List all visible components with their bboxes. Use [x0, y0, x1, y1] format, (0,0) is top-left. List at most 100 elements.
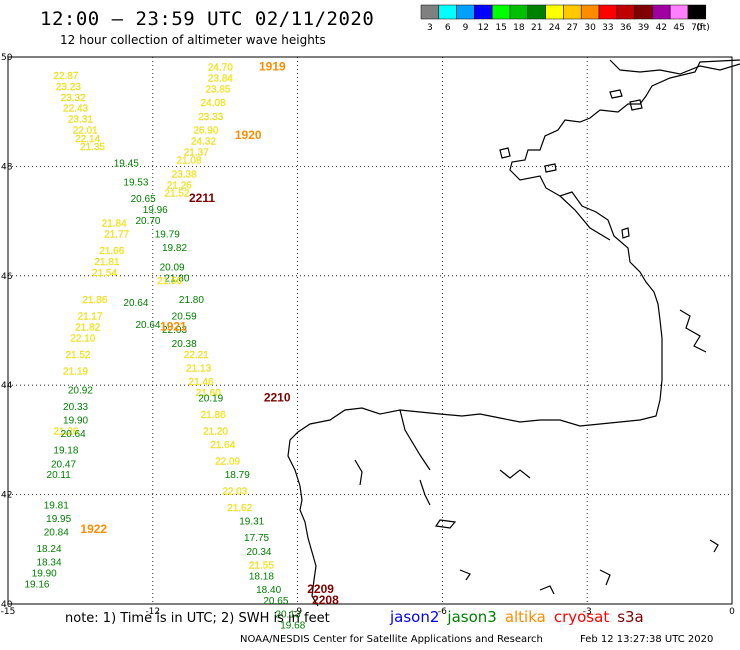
- wave-height-value: 21.84: [102, 219, 127, 230]
- river-9: [539, 585, 555, 595]
- wave-height-value: 22.10: [70, 333, 95, 344]
- wave-height-value: 23.38: [172, 169, 197, 180]
- lon-tick-label: -6: [438, 607, 447, 617]
- wave-height-value: 19.82: [162, 243, 187, 254]
- lat-tick-label: 44: [1, 381, 13, 391]
- wave-height-value: 21.60: [196, 388, 221, 399]
- wave-height-value: 20.38: [172, 339, 197, 350]
- wave-height-value: 21.86: [82, 295, 107, 306]
- wave-height-value: 17.75: [244, 533, 269, 544]
- wave-height-value: 21.50: [157, 276, 182, 287]
- wave-height-value: 21.80: [179, 295, 204, 306]
- legend-label: 42: [656, 23, 667, 33]
- wave-height-value: 20.33: [63, 402, 88, 413]
- legend-unit: (ft): [696, 23, 710, 33]
- wave-height-value: 23.23: [56, 82, 81, 93]
- pass-label: 1921: [160, 320, 187, 334]
- river-8: [599, 569, 611, 586]
- pass-label: 2209: [307, 582, 334, 596]
- wave-height-value: 19.79: [155, 230, 180, 241]
- coastline-uk: [609, 59, 740, 75]
- wave-height-value: 23.33: [198, 112, 223, 123]
- lat-tick-label: 46: [1, 272, 13, 282]
- note-text: note: 1) Time is in UTC; 2) SWH is in fe…: [65, 611, 330, 626]
- wave-height-value: 21.64: [210, 440, 235, 451]
- legend-label: 30: [584, 23, 596, 33]
- wave-height-value: 26.90: [193, 126, 218, 137]
- river-1: [559, 195, 611, 241]
- coastline-france-spain: [287, 59, 740, 607]
- river-4: [419, 479, 431, 506]
- pass-label: 1922: [80, 522, 107, 536]
- legend-label: 24: [549, 23, 561, 33]
- lon-tick-label: -3: [583, 607, 592, 617]
- coastline: [287, 59, 740, 607]
- satellite-name: cryosat: [553, 608, 610, 626]
- wave-height-value: 19.18: [53, 446, 78, 457]
- legend-label: 33: [602, 23, 613, 33]
- island-2: [609, 89, 623, 99]
- legend-label: 18: [513, 23, 525, 33]
- map-grid: [7, 56, 733, 605]
- river-6: [499, 469, 531, 479]
- wave-height-value: 22.01: [73, 126, 98, 137]
- wave-height-value: 18.24: [37, 544, 62, 555]
- wave-height-value: 23.32: [61, 93, 86, 104]
- wave-height-value: 20.64: [123, 298, 148, 309]
- island-1: [629, 99, 643, 111]
- legend-label: 39: [638, 23, 650, 33]
- wave-height-value: 20.84: [44, 528, 69, 539]
- wave-height-value: 18.18: [249, 571, 274, 582]
- legend-label: 12: [478, 23, 489, 33]
- satellite-name: jason3: [447, 608, 497, 626]
- wave-height-value: 22.09: [215, 457, 240, 468]
- wave-height-value: 19.95: [46, 514, 71, 525]
- pass-label: 2208: [312, 593, 339, 607]
- legend-label: 45: [673, 23, 684, 33]
- wave-height-value: 24.08: [201, 98, 226, 109]
- river-7: [459, 569, 471, 581]
- legend-label: 15: [495, 23, 506, 33]
- lon-tick-label: -12: [145, 607, 160, 617]
- lat-tick-label: 50: [1, 53, 13, 63]
- wave-height-value: 21.20: [203, 426, 228, 437]
- map-frame: [7, 56, 733, 605]
- legend-label: 3: [427, 23, 433, 33]
- wave-height-value: 24.70: [208, 63, 233, 74]
- wave-height-value: 21.54: [92, 268, 117, 279]
- wave-height-value: 19.81: [44, 500, 69, 511]
- wave-height-value: 21.13: [186, 364, 211, 375]
- wave-height-value: 23.85: [205, 85, 230, 96]
- wave-height-value: 20.64: [135, 320, 160, 331]
- altimeter-tracks: 22.8723.2323.3222.4323.3122.0122.1421.35…: [24, 63, 305, 632]
- river-3: [434, 519, 457, 529]
- wave-height-value: 23.84: [208, 74, 233, 85]
- river-2: [399, 409, 431, 471]
- legend-swatch: [687, 4, 707, 20]
- legend-label: 6: [445, 23, 451, 33]
- river-5: [354, 459, 363, 486]
- wave-height-value: 19.45: [114, 158, 139, 169]
- footer-credit: NOAA/NESDIS Center for Satellite Applica…: [240, 634, 543, 645]
- wave-height-value: 19.31: [239, 517, 264, 528]
- lon-tick-label: 0: [729, 607, 735, 617]
- wave-height-value: 21.37: [184, 147, 209, 158]
- legend-label: 70: [691, 23, 703, 33]
- wave-height-value: 21.35: [80, 142, 105, 153]
- wave-height-value: 20.34: [246, 547, 271, 558]
- wave-height-value: 21.81: [94, 257, 119, 268]
- wave-height-value: 20.59: [172, 312, 197, 323]
- wave-height-value: 19.96: [143, 205, 168, 216]
- color-legend: 3 6 9 12 15 18 21 24 27 30 33 36 39 42 45 70(ft): [420, 4, 710, 33]
- pass-label: 2210: [264, 391, 291, 405]
- wave-height-value: 19.90: [63, 415, 88, 426]
- wave-height-value: 24.32: [191, 137, 216, 148]
- wave-height-value: 21.66: [99, 246, 124, 257]
- wave-height-value: 21.86: [201, 410, 226, 421]
- lat-tick-label: 42: [1, 491, 12, 501]
- footer-timestamp: Feb 12 13:27:38 UTC 2020: [580, 634, 714, 645]
- lat-tick-label: 40: [1, 600, 13, 610]
- wave-height-value: 20.92: [68, 385, 93, 396]
